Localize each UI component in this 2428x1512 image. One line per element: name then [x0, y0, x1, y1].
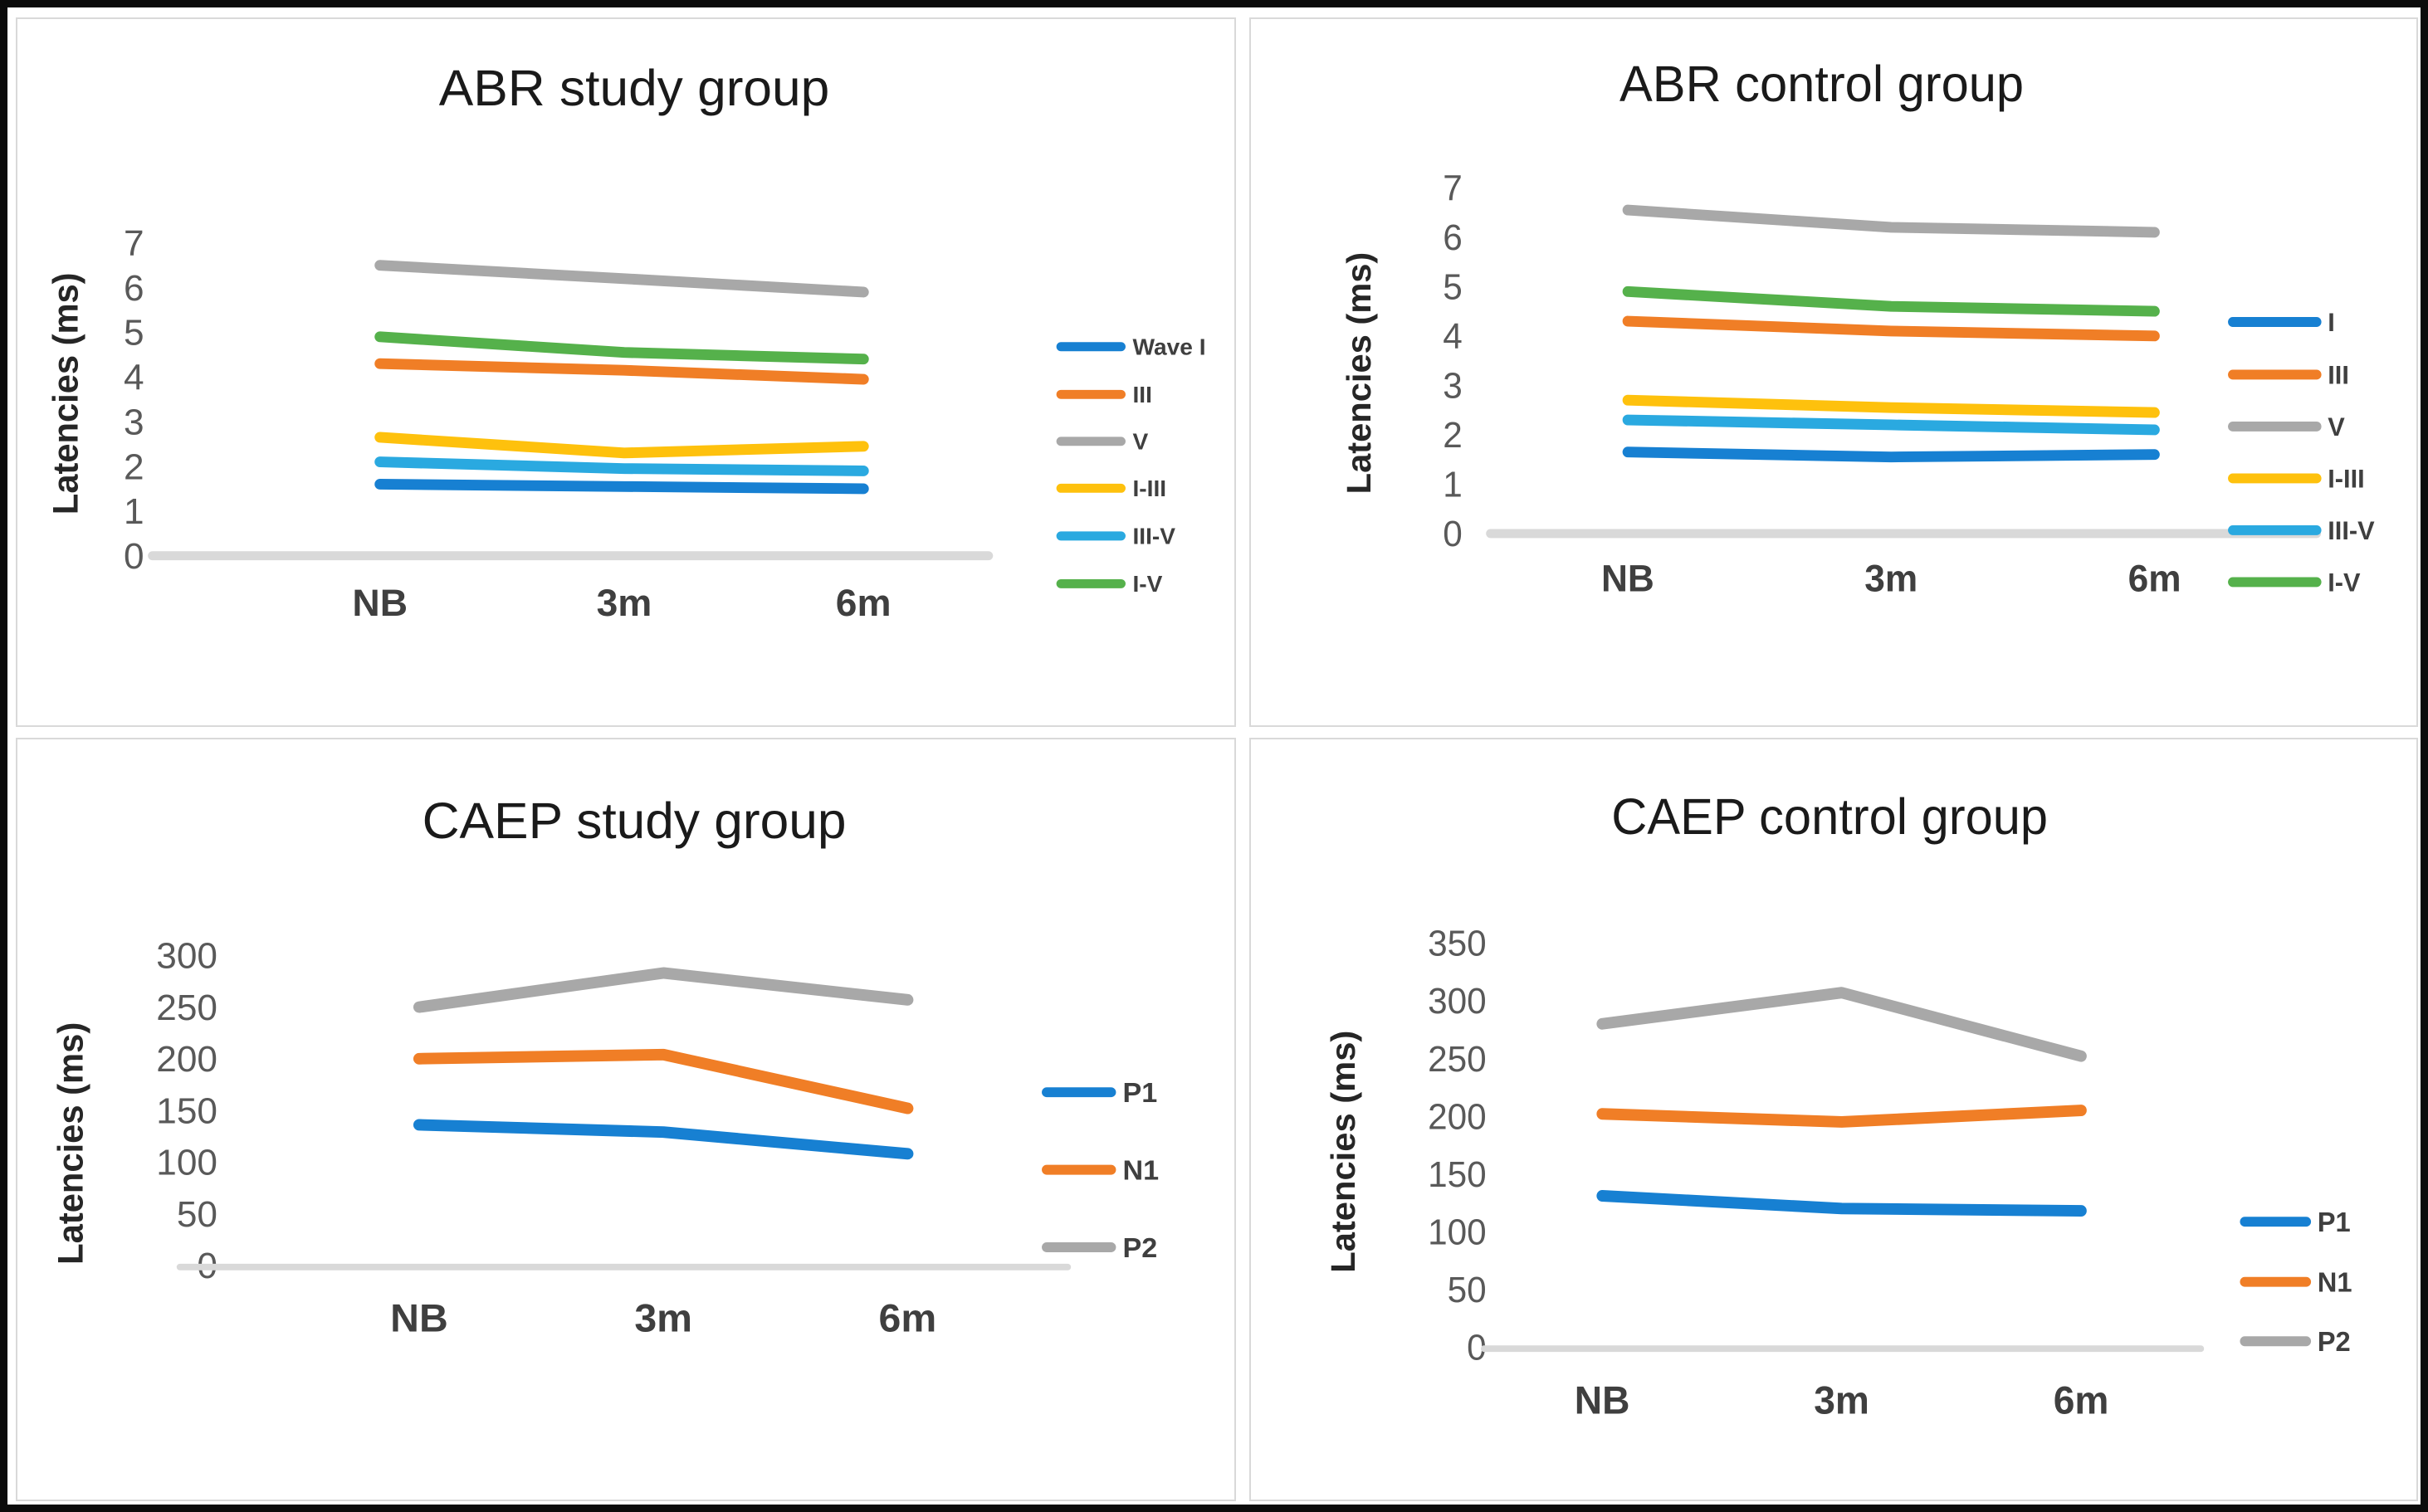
y-tick-label: 0	[1443, 515, 1463, 555]
series-line-p1	[413, 1119, 914, 1160]
y-tick-label: 350	[1428, 924, 1487, 964]
y-tick-label: 1	[124, 491, 144, 532]
x-tick-label: 3m	[1814, 1378, 1869, 1422]
y-tick-label: 2	[124, 447, 144, 488]
series-line-i-v	[1622, 285, 2160, 317]
y-tick-label: 50	[177, 1194, 217, 1235]
chart-canvas: ABR control group Latencies (ms) 7 6 5 4 3 2 1 0 N…	[1341, 55, 2375, 600]
y-axis-label: Latencies (ms)	[1325, 1031, 1362, 1273]
y-axis-label: Latencies (ms)	[1341, 252, 1378, 495]
series-line-p1	[1596, 1190, 2087, 1217]
legend-label: P2	[1122, 1232, 1157, 1264]
y-tick-label: 200	[156, 1039, 217, 1080]
legend-label: P1	[2318, 1207, 2351, 1239]
y-tick-label: 100	[156, 1143, 217, 1183]
legend-label: Wave I	[1132, 334, 1205, 360]
legend-label: III	[2328, 360, 2349, 390]
chart-title: ABR control group	[1619, 55, 2024, 112]
series-line-p2	[1596, 987, 2087, 1062]
y-tick-label: 5	[1443, 267, 1463, 308]
series-line-iii-v	[1622, 414, 2160, 436]
legend-label: I-V	[2328, 568, 2360, 597]
panel-abr-study-group: ABR study group Latencies (ms) 7 6 5 4 3 2 1 0 NB 3…	[16, 17, 1236, 727]
legend-label: I	[2328, 308, 2335, 338]
y-tick-label: 6	[1443, 218, 1463, 259]
series-line-n1	[1596, 1105, 2087, 1128]
legend-label: N1	[1122, 1155, 1159, 1187]
legend-label: I-V	[1132, 571, 1162, 597]
chart-title: ABR study group	[439, 60, 830, 117]
x-tick-label: 6m	[879, 1297, 937, 1341]
series-line-n1	[413, 1048, 914, 1114]
legend-label: III	[1132, 382, 1151, 407]
x-tick-label: NB	[1601, 557, 1654, 600]
chart-canvas: CAEP control group Latencies (ms) 350 300 25…	[1325, 788, 2352, 1422]
y-tick-label: 3	[1443, 366, 1463, 407]
legend-label: V	[1132, 429, 1148, 455]
x-tick-label: 6m	[836, 581, 892, 624]
y-tick-label: 0	[124, 536, 144, 577]
legend-label: P2	[2318, 1327, 2351, 1358]
y-tick-label: 200	[1428, 1097, 1487, 1138]
x-tick-label: 3m	[634, 1297, 692, 1341]
legend-label: P1	[1122, 1077, 1157, 1109]
series-line-v	[374, 260, 869, 298]
y-axis-label: Latencies (ms)	[46, 272, 85, 515]
series-line-iii-v	[374, 456, 869, 476]
y-tick-label: 300	[156, 936, 217, 977]
y-tick-label: 250	[1428, 1039, 1487, 1080]
y-tick-label: 150	[1428, 1154, 1487, 1195]
y-tick-label: 2	[1443, 416, 1463, 456]
y-tick-label: 250	[156, 988, 217, 1028]
panel-caep-study-group: CAEP study group Latencies (ms) 300 250 200 1…	[16, 738, 1236, 1501]
chart-title: CAEP control group	[1611, 788, 2048, 845]
y-axis-label: Latencies (ms)	[51, 1022, 90, 1265]
series-line-i	[1622, 446, 2160, 463]
x-tick-label: 3m	[1864, 557, 1917, 600]
series-line-i-v	[374, 331, 869, 365]
y-tick-label: 6	[124, 268, 144, 309]
y-tick-label: 5	[124, 313, 144, 354]
series-line-wave-i	[374, 479, 869, 495]
y-tick-label: 1	[1443, 465, 1463, 505]
legend-label: III-V	[1132, 524, 1175, 549]
series-line-i-iii	[374, 432, 869, 459]
series-line-iii	[1622, 315, 2160, 342]
y-tick-label: 300	[1428, 982, 1487, 1022]
y-tick-label: 3	[124, 402, 144, 443]
legend-label: I-III	[2328, 464, 2364, 494]
x-tick-label: 6m	[2128, 557, 2181, 600]
y-tick-label: 7	[1443, 168, 1463, 209]
y-tick-label: 7	[124, 223, 144, 264]
series-line-p2	[413, 967, 914, 1013]
panel-caep-control-group: CAEP control group Latencies (ms) 350 300 25…	[1249, 738, 2418, 1501]
series-line-i-iii	[1622, 394, 2160, 418]
y-tick-label: 4	[1443, 317, 1463, 358]
legend-label: N1	[2318, 1267, 2352, 1299]
legend-label: V	[2328, 412, 2345, 442]
x-tick-label: NB	[1575, 1378, 1630, 1422]
chart-title: CAEP study group	[423, 793, 847, 851]
legend-label: III-V	[2328, 516, 2375, 546]
series-line-v	[1622, 204, 2160, 238]
series-line-iii	[374, 358, 869, 385]
y-tick-label: 50	[1448, 1270, 1487, 1310]
y-tick-label: 0	[1467, 1328, 1487, 1368]
y-tick-label: 150	[156, 1091, 217, 1132]
panel-abr-control-group: ABR control group Latencies (ms) 7 6 5 4 3 2 1 0 N…	[1249, 17, 2418, 727]
y-tick-label: 100	[1428, 1212, 1487, 1253]
x-tick-label: 3m	[597, 581, 652, 624]
x-tick-label: 6m	[2054, 1378, 2109, 1422]
x-tick-label: NB	[352, 581, 408, 624]
legend-label: I-III	[1132, 476, 1166, 501]
x-tick-label: NB	[390, 1297, 448, 1341]
y-tick-label: 4	[124, 358, 144, 398]
chart-canvas: CAEP study group Latencies (ms) 300 250 200 1…	[51, 793, 1159, 1341]
